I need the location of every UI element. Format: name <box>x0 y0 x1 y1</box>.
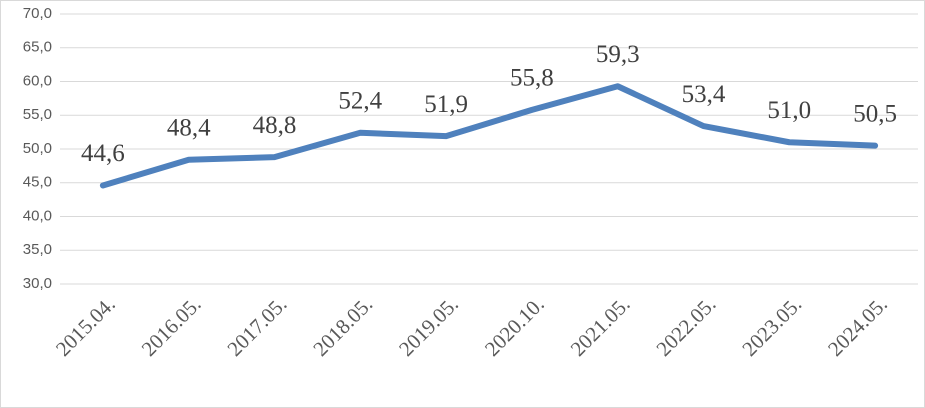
data-label: 55,8 <box>510 65 554 92</box>
data-label: 53,4 <box>682 81 726 108</box>
data-label: 51,9 <box>424 91 468 118</box>
data-label: 48,4 <box>167 115 211 142</box>
data-label: 59,3 <box>596 41 640 68</box>
data-label: 48,8 <box>253 112 297 139</box>
line <box>99 83 879 189</box>
y-tick-label: 40,0 <box>23 207 52 224</box>
y-tick-label: 35,0 <box>23 241 52 258</box>
data-label: 44,6 <box>81 140 125 167</box>
y-tick-label: 70,0 <box>23 5 52 22</box>
y-tick-label: 65,0 <box>23 39 52 56</box>
y-tick-label: 55,0 <box>23 106 52 123</box>
y-tick-label: 30,0 <box>23 275 52 292</box>
data-label: 50,5 <box>853 100 897 127</box>
y-tick-label: 50,0 <box>23 140 52 157</box>
y-tick-label: 60,0 <box>23 72 52 89</box>
y-tick-label: 45,0 <box>23 174 52 191</box>
data-label: 51,0 <box>767 97 811 124</box>
data-label: 52,4 <box>338 88 382 115</box>
